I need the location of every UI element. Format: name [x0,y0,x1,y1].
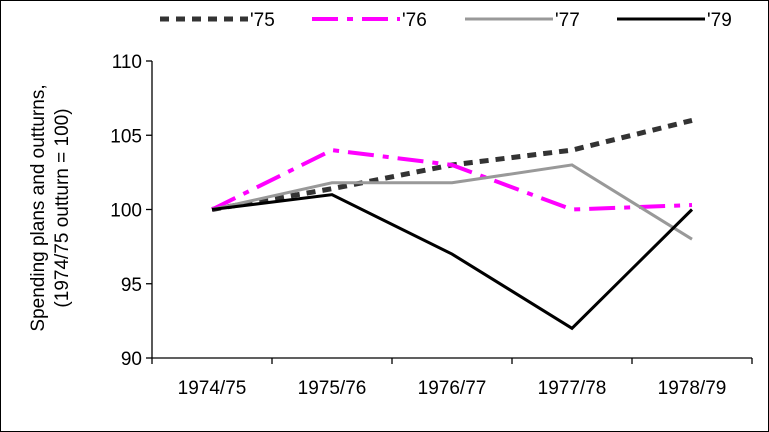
y-tick-label-105: 105 [110,126,142,147]
series-line-1 [211,148,693,212]
x-tick-label-1974/75: 1974/75 [178,378,247,399]
legend: '75 '76 '77 '79 [160,10,732,31]
legend-label-1: '76 [402,10,427,31]
y-tick-label-90: 90 [121,349,142,370]
x-tick-label-1975/76: 1975/76 [298,378,367,399]
y-axis-title-line-2: (1974/75 outturn = 100) [52,108,73,307]
y-tick-label-95: 95 [121,275,142,296]
y-tick-label-100: 100 [110,201,142,222]
plot-area: 90 95 100 105 110 1974/75 1975/76 1976/77 1977/7… [110,52,753,399]
legend-label-3: '79 [707,10,732,31]
y-axis-title-line-1: Spending plans and outturns, [28,84,49,331]
series-line-2 [211,163,693,241]
x-tick-label-1976/77: 1976/77 [418,378,487,399]
series-line-3 [211,193,694,331]
legend-label-2: '77 [555,10,580,31]
legend-label-0: '75 [250,10,275,31]
x-tick-label-1977/78: 1977/78 [538,378,607,399]
y-tick-label-110: 110 [112,52,142,73]
y-axis-title: Spending plans and outturns, (1974/75 ou… [28,84,73,331]
x-tick-label-1978/79: 1978/79 [658,378,727,399]
